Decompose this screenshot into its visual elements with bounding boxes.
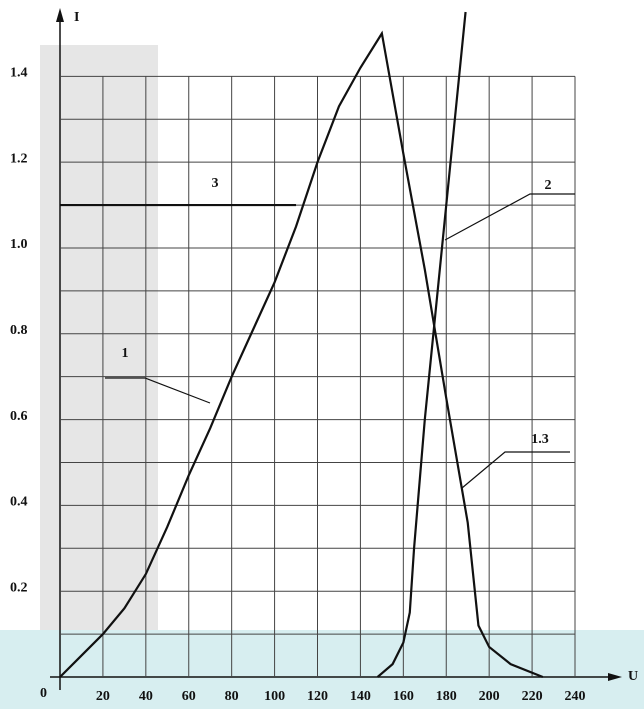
annotation: 1.3	[531, 432, 549, 447]
x-tick-label: 200	[479, 689, 500, 704]
x-axis-label: U	[628, 669, 638, 684]
y-tick-label: 0.6	[10, 409, 28, 424]
y-arrow	[56, 8, 64, 22]
leader-line	[105, 377, 211, 404]
annotation: 3	[212, 176, 219, 191]
y-tick-label: 1.0	[10, 237, 28, 252]
x-arrow	[608, 673, 622, 681]
leader-line	[444, 193, 575, 241]
x-tick-label: 80	[225, 689, 239, 704]
y-tick-label: 1.2	[10, 151, 28, 166]
y-tick-label: 0.2	[10, 580, 28, 595]
x-tick-label: 180	[436, 689, 457, 704]
y-axis-label: I	[74, 10, 79, 25]
curve	[376, 11, 467, 678]
origin-label: 0	[40, 686, 47, 701]
watermark	[40, 45, 158, 685]
y-tick-label: 0.4	[10, 495, 28, 510]
x-tick-label: 140	[350, 689, 371, 704]
watermark	[0, 630, 644, 709]
annotation: 2	[545, 178, 552, 193]
x-tick-label: 20	[96, 689, 110, 704]
annotation: 1	[122, 346, 129, 361]
x-tick-label: 220	[522, 689, 543, 704]
y-tick-label: 1.4	[10, 66, 28, 81]
leader-line	[461, 451, 570, 489]
x-tick-label: 60	[182, 689, 196, 704]
x-tick-label: 40	[139, 689, 153, 704]
x-tick-label: 160	[393, 689, 414, 704]
x-tick-label: 240	[565, 689, 586, 704]
x-tick-label: 120	[307, 689, 328, 704]
y-tick-label: 0.8	[10, 323, 28, 338]
curve	[59, 30, 544, 679]
x-tick-label: 100	[264, 689, 285, 704]
